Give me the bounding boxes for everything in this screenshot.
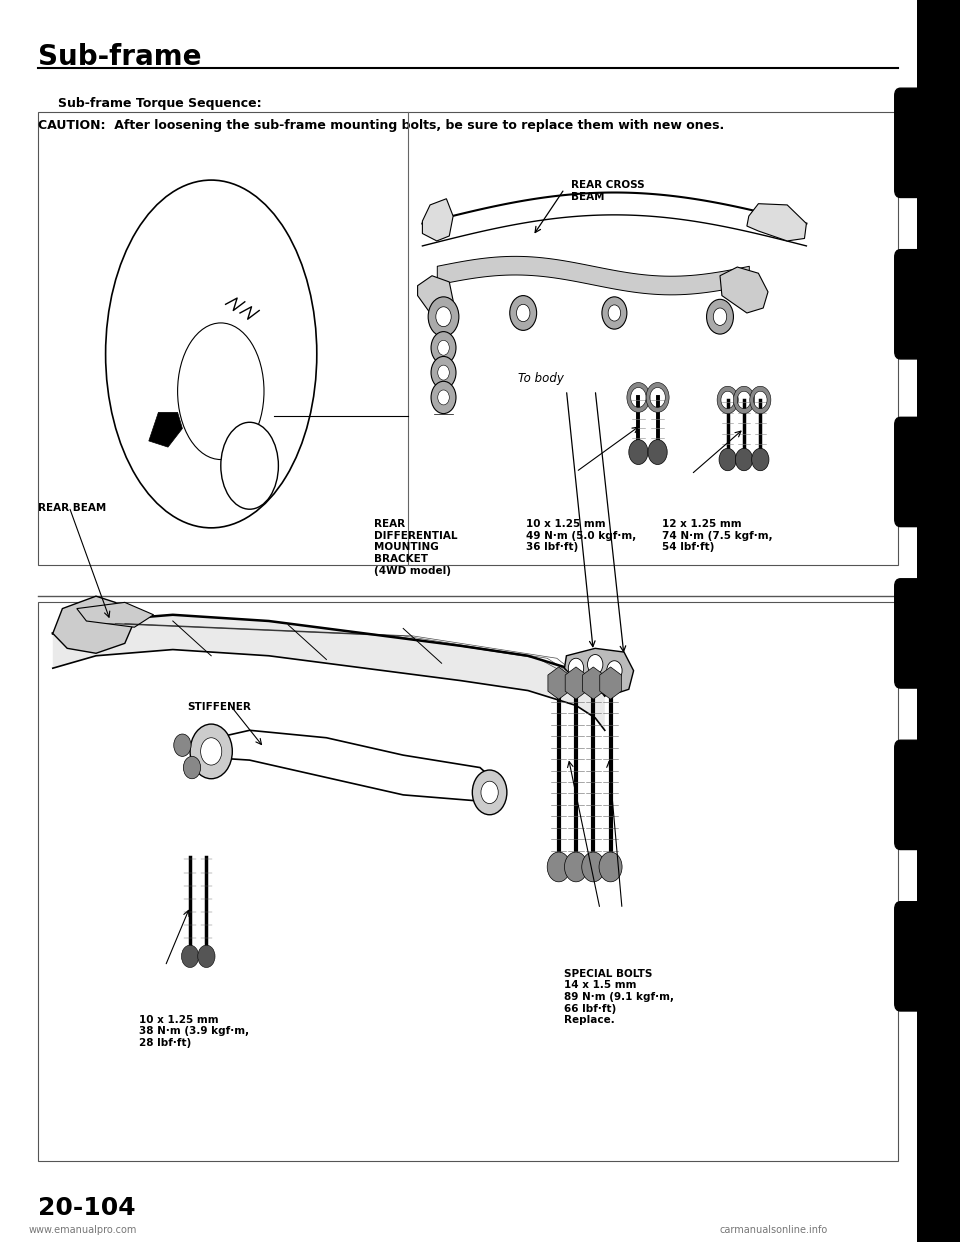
Circle shape (719, 448, 736, 471)
Circle shape (438, 340, 449, 355)
Circle shape (201, 738, 222, 765)
Circle shape (629, 440, 648, 465)
Circle shape (174, 734, 191, 756)
FancyBboxPatch shape (895, 579, 960, 688)
Bar (38, 602, 898, 1161)
Circle shape (510, 296, 537, 330)
FancyBboxPatch shape (895, 902, 960, 1011)
Circle shape (648, 440, 667, 465)
Circle shape (516, 304, 530, 322)
Circle shape (198, 945, 215, 968)
Circle shape (588, 655, 603, 674)
Circle shape (190, 724, 232, 779)
Text: REAR BEAM: REAR BEAM (38, 503, 107, 513)
Circle shape (472, 770, 507, 815)
Text: 10 x 1.25 mm
49 N·m (5.0 kgf·m,
36 lbf·ft): 10 x 1.25 mm 49 N·m (5.0 kgf·m, 36 lbf·f… (526, 519, 636, 553)
Circle shape (438, 365, 449, 380)
Circle shape (607, 661, 622, 681)
Text: To body: To body (518, 373, 564, 385)
Text: 10 x 1.25 mm
38 N·m (3.9 kgf·m,
28 lbf·ft): 10 x 1.25 mm 38 N·m (3.9 kgf·m, 28 lbf·f… (139, 1015, 250, 1048)
Circle shape (436, 307, 451, 327)
Circle shape (431, 381, 456, 414)
Polygon shape (564, 648, 634, 696)
Text: www.emanualpro.com: www.emanualpro.com (29, 1225, 137, 1235)
Text: carmanualsonline.info: carmanualsonline.info (720, 1225, 828, 1235)
Text: SPECIAL BOLTS
14 x 1.5 mm
89 N·m (9.1 kgf·m,
66 lbf·ft)
Replace.: SPECIAL BOLTS 14 x 1.5 mm 89 N·m (9.1 kg… (564, 969, 675, 1025)
Text: REAR CROSS
BEAM: REAR CROSS BEAM (571, 180, 645, 201)
Polygon shape (422, 199, 453, 241)
Bar (38, 112, 898, 565)
Text: STIFFENER: STIFFENER (187, 702, 252, 712)
Circle shape (752, 448, 769, 471)
Text: REAR
DIFFERENTIAL
MOUNTING
BRACKET
(4WD model): REAR DIFFERENTIAL MOUNTING BRACKET (4WD … (374, 519, 458, 575)
Polygon shape (720, 267, 768, 313)
Circle shape (582, 852, 605, 882)
Polygon shape (747, 204, 806, 241)
Ellipse shape (221, 422, 278, 509)
Circle shape (431, 332, 456, 364)
Circle shape (431, 356, 456, 389)
Circle shape (438, 390, 449, 405)
Polygon shape (149, 412, 182, 447)
Circle shape (428, 297, 459, 337)
FancyBboxPatch shape (917, 0, 960, 1242)
Polygon shape (77, 602, 154, 627)
Text: Sub-frame: Sub-frame (38, 43, 202, 72)
Circle shape (564, 852, 588, 882)
FancyBboxPatch shape (895, 250, 960, 359)
Circle shape (547, 852, 570, 882)
Polygon shape (53, 596, 134, 653)
Polygon shape (418, 276, 453, 313)
Circle shape (481, 781, 498, 804)
FancyBboxPatch shape (895, 417, 960, 527)
Text: 12 x 1.25 mm
74 N·m (7.5 kgf·m,
54 lbf·ft): 12 x 1.25 mm 74 N·m (7.5 kgf·m, 54 lbf·f… (662, 519, 773, 553)
Text: CAUTION:  After loosening the sub-frame mounting bolts, be sure to replace them : CAUTION: After loosening the sub-frame m… (38, 119, 725, 132)
FancyBboxPatch shape (895, 740, 960, 850)
Circle shape (599, 852, 622, 882)
Circle shape (602, 297, 627, 329)
Circle shape (568, 658, 584, 678)
Circle shape (608, 306, 620, 322)
Text: 20-104: 20-104 (38, 1196, 136, 1220)
Circle shape (183, 756, 201, 779)
Circle shape (713, 308, 727, 325)
Text: Sub-frame Torque Sequence:: Sub-frame Torque Sequence: (58, 97, 261, 109)
FancyBboxPatch shape (895, 88, 960, 197)
Circle shape (735, 448, 753, 471)
Circle shape (707, 299, 733, 334)
Circle shape (181, 945, 199, 968)
